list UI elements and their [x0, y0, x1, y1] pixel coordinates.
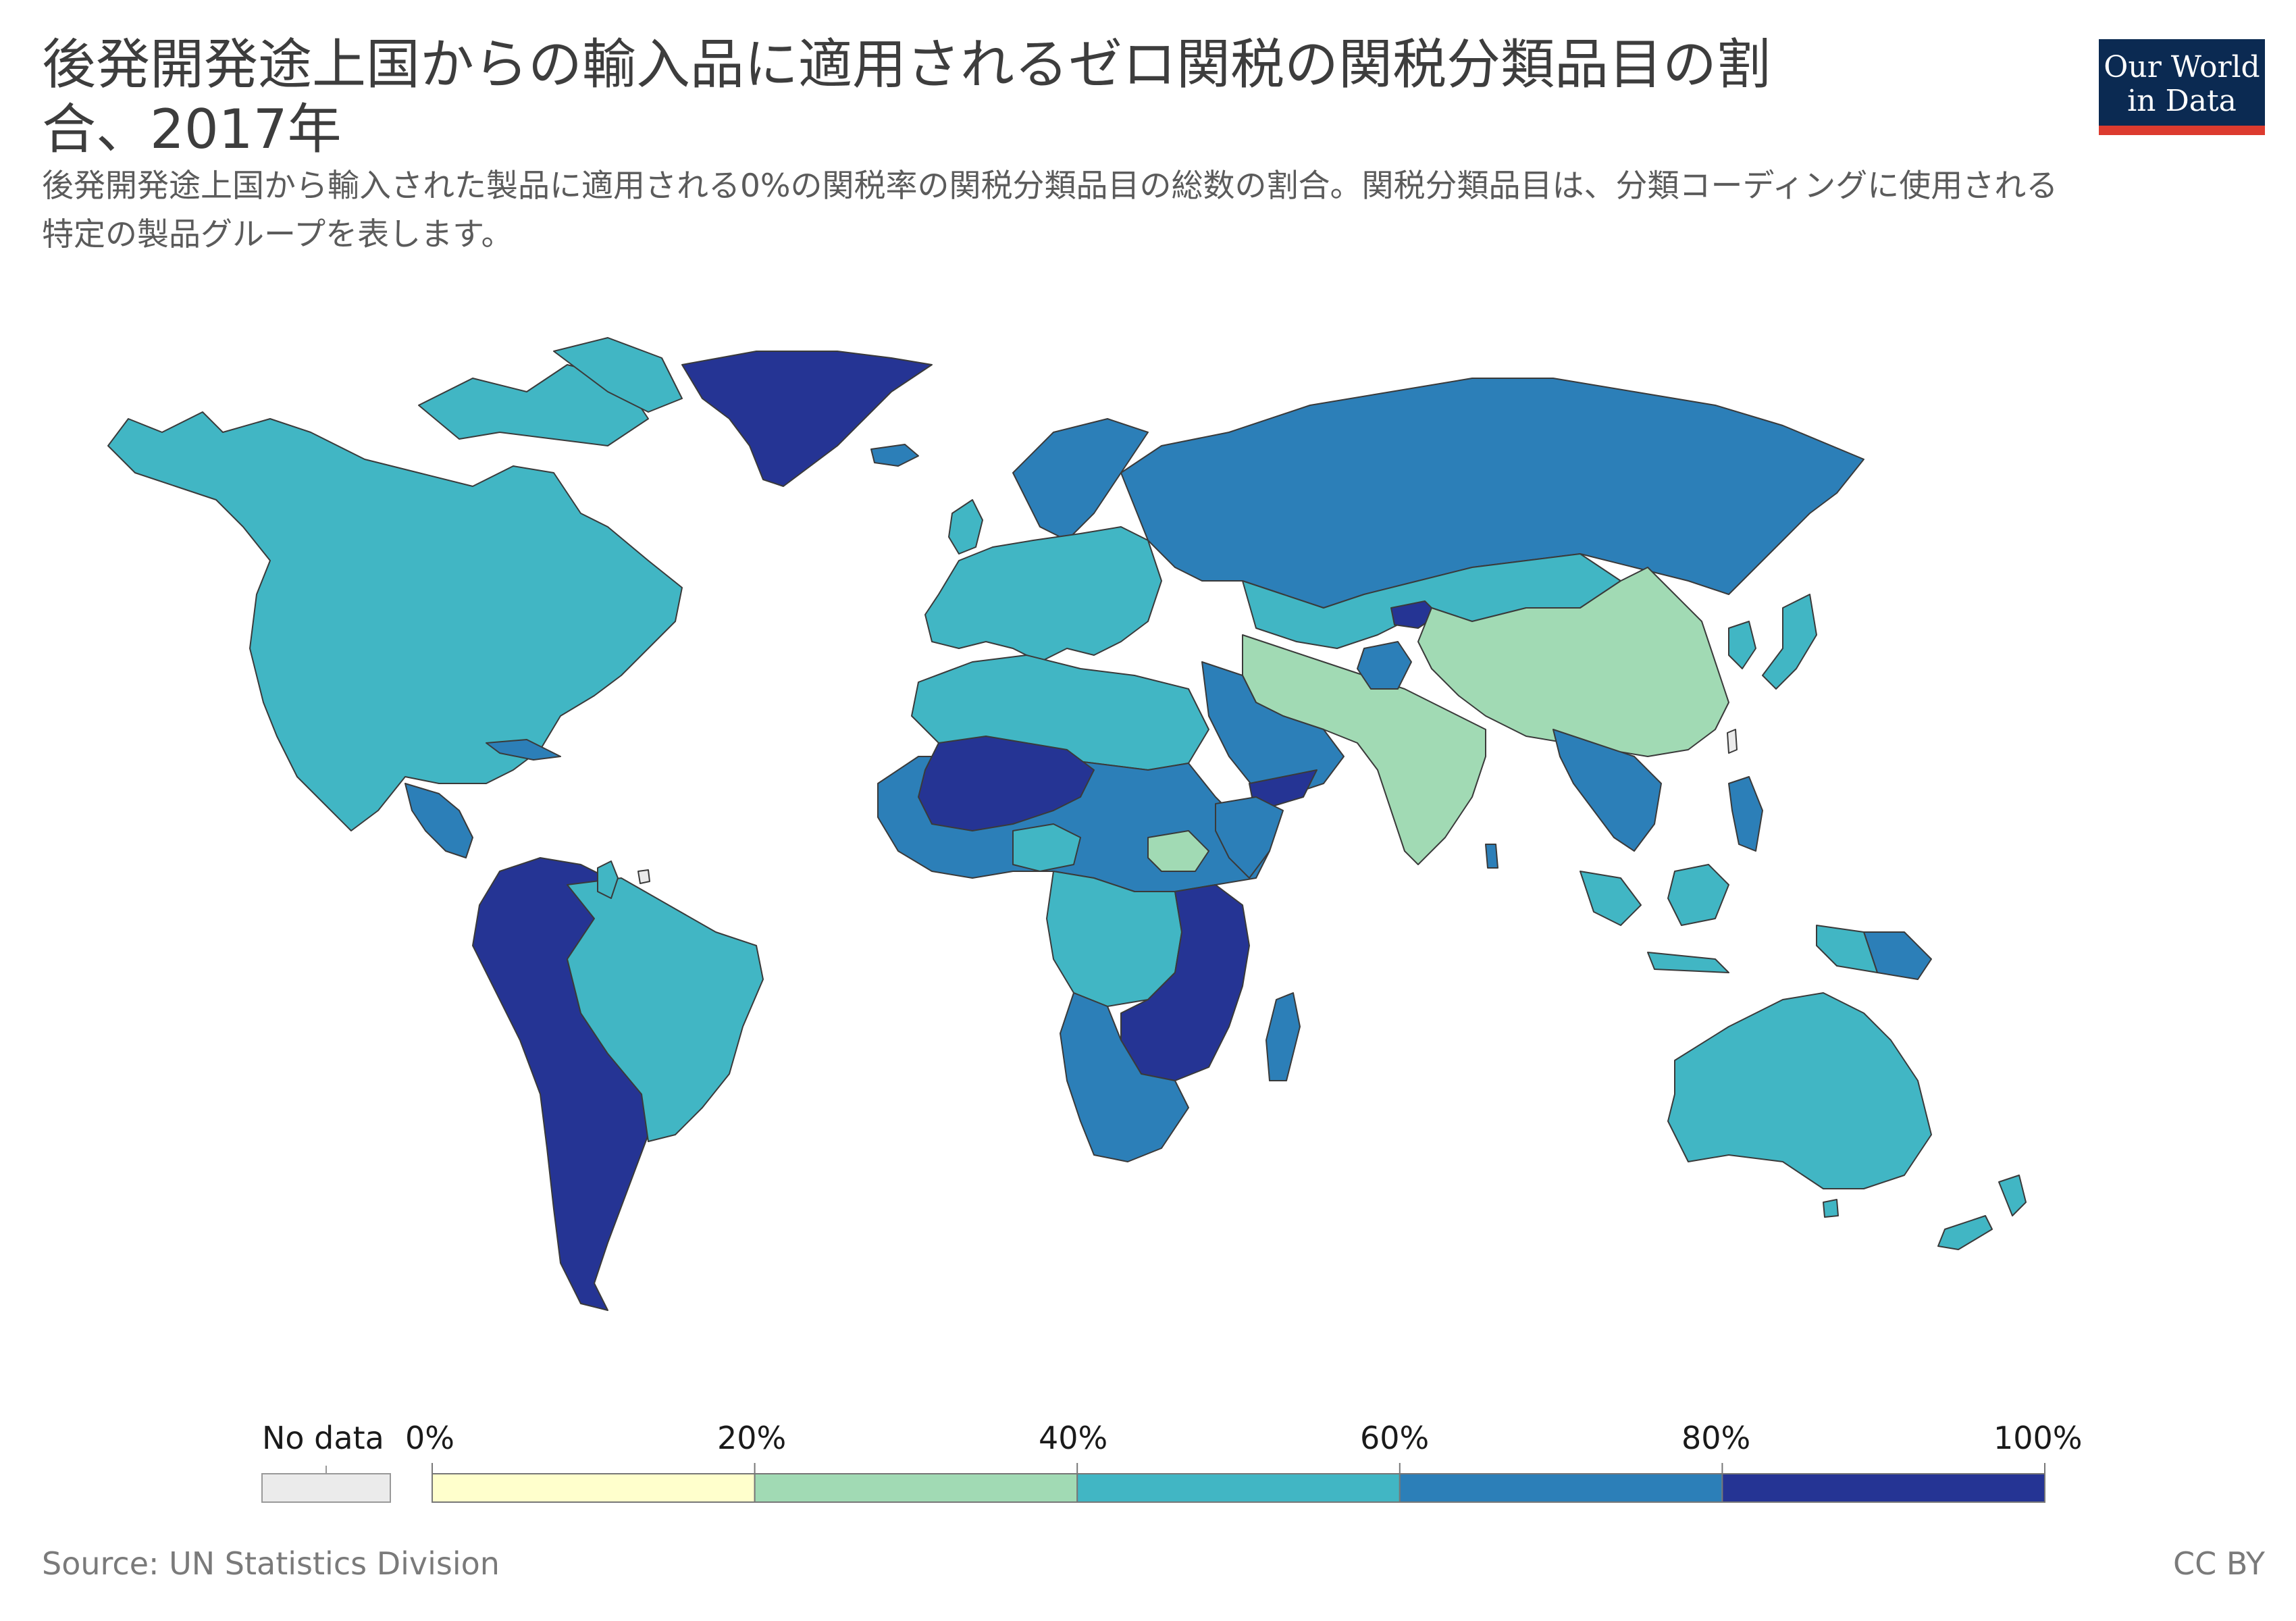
region-europe[interactable]	[924, 526, 1162, 663]
legend-tick-80: 80%	[1681, 1420, 1751, 1456]
region-borneo[interactable]	[1667, 864, 1729, 926]
region-southern-africa[interactable]	[1060, 992, 1189, 1162]
legend-tick-0: 0%	[405, 1420, 454, 1456]
region-japan[interactable]	[1762, 594, 1817, 690]
region-nigeria[interactable]	[1012, 823, 1081, 872]
region-indonesia[interactable]	[1580, 871, 1642, 926]
region-guyana[interactable]	[597, 860, 619, 899]
logo-accent-bar	[2099, 126, 2265, 135]
legend-no-data-label: No data	[262, 1420, 384, 1456]
legend-tick-100: 100%	[1993, 1420, 2083, 1456]
legend-tick-20: 20%	[717, 1420, 787, 1456]
chart-title: 後発開発途上国からの輸入品に適用されるゼロ関税の関税分類品目の割合、2017年	[42, 33, 1771, 161]
region-central-america[interactable]	[405, 783, 473, 858]
region-new-guinea-west[interactable]	[1816, 925, 1878, 973]
region-philippines[interactable]	[1728, 776, 1763, 852]
region-new-zealand[interactable]	[1998, 1175, 2027, 1216]
license-note[interactable]: CC BY	[2172, 1545, 2265, 1582]
legend-tick-60: 60%	[1360, 1420, 1430, 1456]
region-cuba[interactable]	[486, 739, 561, 761]
region-australia[interactable]	[1667, 992, 1932, 1189]
region-java[interactable]	[1647, 952, 1729, 973]
region-brazil[interactable]	[567, 877, 764, 1142]
region-scandinavia[interactable]	[1012, 418, 1149, 541]
region-afghanistan[interactable]	[1357, 641, 1412, 690]
region-north-america[interactable]	[107, 411, 683, 831]
source-note[interactable]: Source: UN Statistics Division	[42, 1545, 500, 1582]
region-horn-of-africa[interactable]	[1215, 796, 1284, 879]
logo-line-1: Our World	[2104, 50, 2260, 84]
owid-logo[interactable]: Our World in Data	[2099, 39, 2265, 135]
region-southeast-asia[interactable]	[1553, 729, 1662, 852]
region-iceland[interactable]	[870, 444, 919, 467]
region-uk[interactable]	[948, 499, 983, 555]
region-sahel[interactable]	[918, 736, 1095, 831]
region-taiwan[interactable]	[1727, 729, 1738, 754]
region-madagascar[interactable]	[1266, 992, 1301, 1081]
region-korea[interactable]	[1728, 621, 1756, 669]
region-new-zealand-south[interactable]	[1937, 1215, 1993, 1250]
region-greenland[interactable]	[681, 351, 933, 487]
region-french-guiana[interactable]	[637, 869, 650, 884]
region-middle-east[interactable]	[1201, 661, 1345, 798]
region-china[interactable]	[1417, 567, 1729, 757]
region-sri-lanka[interactable]	[1485, 844, 1498, 869]
legend-tick-40: 40%	[1039, 1420, 1108, 1456]
logo-line-2: in Data	[2127, 84, 2237, 118]
region-arctic-islands[interactable]	[418, 364, 649, 446]
region-tasmania[interactable]	[1823, 1199, 1839, 1218]
region-baffin[interactable]	[553, 337, 683, 413]
chart-subtitle: 後発開発途上国から輸入された製品に適用される0%の関税率の関税分類品目の総数の割…	[42, 168, 2058, 253]
region-south-sudan[interactable]	[1147, 830, 1209, 872]
